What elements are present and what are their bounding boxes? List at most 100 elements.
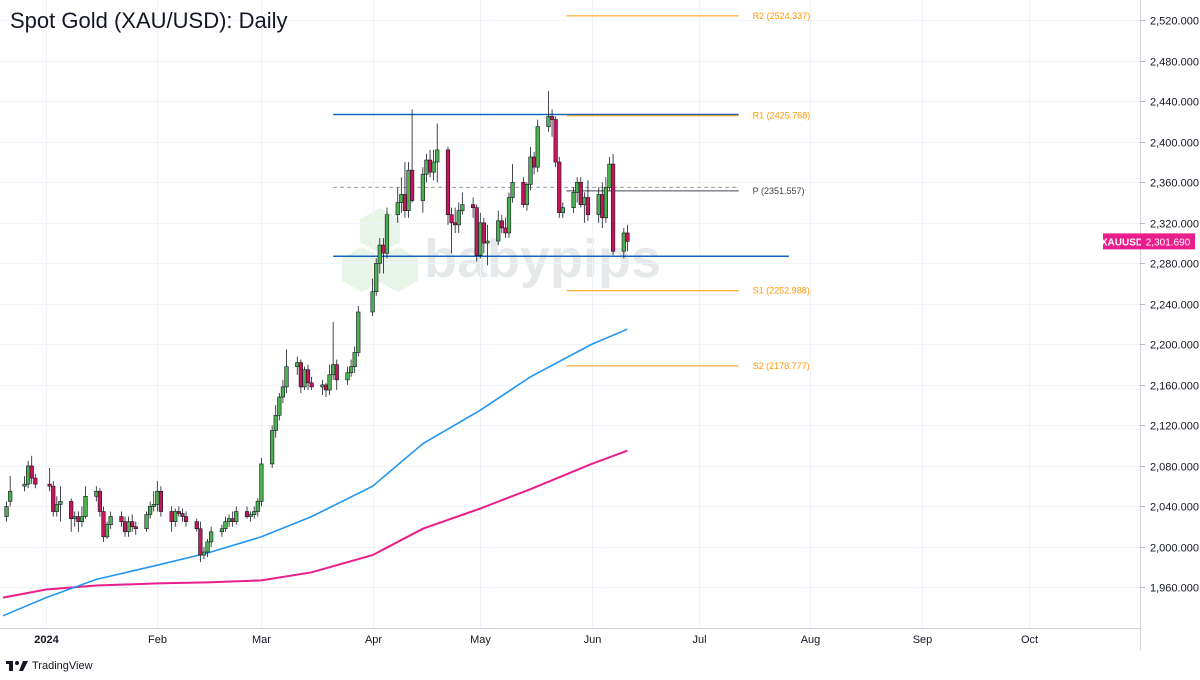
candle-body	[284, 366, 289, 388]
candle-body	[524, 184, 530, 205]
watermark: babypips	[342, 208, 661, 292]
sma-slow-line	[2, 449, 628, 599]
candle-body	[345, 372, 350, 381]
candle-body	[26, 465, 31, 485]
candle-up	[205, 538, 210, 558]
candle-body	[528, 156, 533, 185]
footer-brand[interactable]: TradingView	[6, 660, 93, 672]
candle-body	[521, 182, 526, 205]
candle-body	[474, 207, 479, 256]
candle-body	[496, 220, 501, 242]
candle-up	[524, 182, 530, 211]
candle-body	[445, 149, 451, 216]
candle-body	[510, 182, 515, 198]
candle-body	[535, 126, 540, 168]
candle-body	[532, 156, 537, 168]
candle-body	[399, 194, 404, 203]
candlestick-series	[4, 91, 630, 563]
y-tick-label: 2,440.000	[1150, 97, 1199, 109]
candle-body	[169, 511, 174, 522]
candle-body	[104, 524, 110, 538]
candle-body	[79, 516, 85, 522]
candle-down	[194, 518, 199, 532]
candle-down	[183, 511, 189, 527]
candle-up	[108, 511, 113, 529]
candle-body	[406, 169, 411, 211]
y-tick-label: 2,480.000	[1150, 57, 1199, 69]
candle-down	[585, 180, 591, 221]
candle-up	[456, 202, 461, 233]
candle-body	[69, 501, 74, 519]
candle-body	[219, 528, 225, 533]
candle-up	[406, 162, 411, 218]
candle-body	[309, 382, 314, 388]
x-tick-label: May	[470, 634, 491, 646]
candle-up	[22, 476, 27, 492]
candle-down	[334, 359, 339, 390]
candle-body	[226, 518, 232, 522]
tradingview-label: TradingView	[32, 660, 93, 672]
x-tick-label: Apr	[365, 634, 382, 646]
candle-body	[259, 463, 264, 502]
candle-up	[151, 491, 156, 512]
candle-down	[33, 474, 38, 489]
candle-up	[201, 546, 207, 560]
candle-body	[176, 511, 181, 514]
candle-body	[596, 194, 601, 216]
y-tick-label: 2,160.000	[1150, 381, 1199, 393]
x-tick-label: Jun	[584, 634, 602, 646]
candle-body	[234, 511, 239, 522]
candle-body	[549, 116, 555, 120]
candle-body	[8, 490, 13, 502]
candle-body	[410, 169, 415, 201]
y-tick-label: 2,000.000	[1150, 543, 1199, 555]
candle-up	[255, 498, 260, 517]
candle-body	[499, 220, 504, 229]
candle-down	[69, 498, 74, 532]
candle-down	[130, 514, 135, 532]
candle-body	[481, 222, 486, 244]
candle-body	[47, 483, 52, 487]
candle-body	[58, 501, 63, 505]
candle-body	[94, 490, 99, 497]
grid-layer	[0, 0, 1140, 628]
candle-body	[108, 516, 113, 525]
candle-body	[356, 311, 361, 353]
candle-down	[51, 481, 56, 517]
candle-up	[621, 227, 626, 259]
x-tick-label: Sep	[913, 634, 933, 646]
candle-down	[119, 511, 124, 527]
candle-up	[248, 511, 253, 522]
candle-up	[54, 496, 59, 517]
candle-up	[506, 192, 512, 239]
candle-up	[4, 501, 9, 522]
candle-down	[610, 153, 616, 256]
candle-body	[585, 197, 591, 216]
candle-body	[625, 232, 630, 242]
y-tick-label: 2,320.000	[1150, 219, 1199, 231]
price-badge-label: 2,301.690	[1146, 237, 1191, 248]
candle-body	[273, 414, 278, 431]
sma-fast-line	[2, 328, 628, 617]
candle-body	[209, 531, 214, 543]
candle-down	[549, 109, 555, 137]
candle-body	[460, 204, 465, 211]
y-tick-label: 2,120.000	[1150, 421, 1199, 433]
candle-body	[22, 483, 27, 487]
y-tick-label: 2,200.000	[1150, 340, 1199, 352]
candle-up	[546, 91, 551, 132]
candle-body	[402, 194, 408, 211]
candle-up	[209, 526, 214, 547]
candle-body	[424, 159, 429, 175]
candle-body	[122, 521, 128, 533]
candle-up	[79, 506, 85, 527]
candle-up	[173, 508, 178, 527]
candle-body	[198, 528, 203, 556]
candle-up	[252, 506, 257, 519]
candle-down	[474, 204, 479, 262]
candle-body	[205, 541, 210, 553]
candle-up	[284, 349, 289, 394]
candle-body	[126, 521, 131, 533]
candle-body	[607, 163, 612, 188]
